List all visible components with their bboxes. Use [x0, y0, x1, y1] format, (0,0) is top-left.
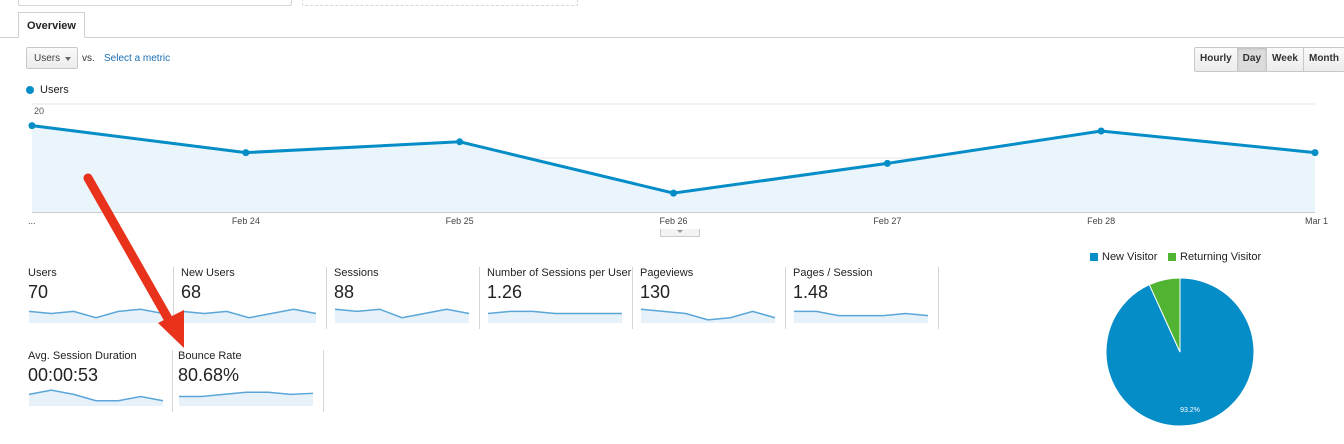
legend-square-icon — [1090, 253, 1098, 261]
period-day-button[interactable]: Day — [1237, 48, 1268, 71]
metric-label: Pageviews — [640, 267, 694, 279]
metric-tile[interactable]: Number of Sessions per User 1.26 — [487, 267, 633, 329]
metric-value: 00:00:53 — [28, 365, 99, 385]
period-week-button[interactable]: Week — [1267, 48, 1304, 71]
pie-slice[interactable] — [1148, 277, 1181, 353]
pie-legend-new-label: New Visitor — [1102, 251, 1158, 263]
data-point[interactable] — [1097, 127, 1105, 135]
sparkline-area — [794, 311, 928, 323]
period-selector: Hourly Day Week Month — [1194, 47, 1344, 72]
metric-sparkline — [181, 308, 317, 323]
metric-label: Bounce Rate — [178, 350, 242, 362]
segment-box-left[interactable] — [18, 0, 292, 6]
data-point[interactable] — [883, 159, 891, 167]
metric-value: 1.48 — [793, 282, 829, 302]
metric-value: 68 — [181, 282, 202, 302]
metric-label: Sessions — [334, 267, 379, 279]
sparkline-line — [181, 308, 317, 319]
metric-value: 70 — [28, 282, 49, 302]
metric-tile[interactable]: Bounce Rate 80.68% — [178, 350, 324, 412]
chart-resize-handle[interactable] — [660, 229, 700, 237]
sparkline-line — [640, 308, 776, 321]
period-month-button[interactable]: Month — [1303, 48, 1344, 71]
metric-sparkline — [334, 308, 470, 323]
x-tick-label: Feb 27 — [873, 216, 901, 226]
metric-value: 88 — [334, 282, 355, 302]
x-tick-label: Feb 25 — [446, 216, 474, 226]
y-tick-label: 20 — [34, 106, 44, 116]
x-tick-label: Feb 24 — [232, 216, 260, 226]
metric-tile[interactable]: Avg. Session Duration 00:00:53 — [28, 350, 173, 412]
sparkline-line — [28, 389, 164, 402]
data-point[interactable] — [456, 138, 464, 146]
sparkline-area — [29, 390, 163, 406]
pie-slice-label: 93.2% — [1180, 407, 1200, 414]
data-point[interactable] — [670, 189, 677, 197]
metric-tile[interactable]: Users 70 — [28, 267, 174, 329]
metric-tile[interactable]: Pages / Session 1.48 — [793, 267, 939, 329]
metric-label: Users — [28, 267, 57, 279]
metric-value: 1.26 — [487, 282, 523, 302]
chevron-down-icon — [65, 57, 71, 61]
x-tick-label: ... — [28, 216, 36, 226]
metric-label: Number of Sessions per User — [487, 267, 632, 279]
segment-box-right[interactable] — [302, 0, 578, 6]
pie-legend-returning-label: Returning Visitor — [1180, 251, 1262, 263]
sparkline-line — [487, 310, 622, 315]
metric-tile[interactable]: New Users 68 — [181, 267, 327, 329]
metric-label: Pages / Session — [793, 267, 873, 279]
metric-dropdown-value: Users — [34, 53, 61, 64]
visitor-pie-chart: 93.2% — [1105, 277, 1255, 427]
tab-bar — [0, 37, 1344, 38]
metric-sparkline — [179, 391, 314, 406]
legend-dot-icon — [26, 86, 34, 94]
legend-square-icon — [1168, 253, 1176, 261]
sparkline-line — [179, 391, 314, 398]
metric-value: 130 — [640, 282, 671, 302]
data-point[interactable] — [242, 149, 250, 157]
x-tick-label: Mar 1 — [1305, 216, 1328, 226]
series-area — [32, 125, 1315, 212]
metric-sparkline — [640, 308, 776, 323]
sparkline-area — [335, 309, 469, 323]
metric-dropdown[interactable]: Users — [26, 47, 78, 69]
metric-sparkline — [28, 308, 164, 323]
period-hourly-button[interactable]: Hourly — [1195, 48, 1238, 71]
chart-legend-label: Users — [40, 84, 69, 96]
metric-value: 80.68% — [178, 365, 240, 385]
metric-tile[interactable]: Pageviews 130 — [640, 267, 786, 329]
vs-label: vs. — [82, 53, 95, 64]
data-point[interactable] — [1311, 149, 1319, 157]
metric-sparkline — [794, 310, 929, 323]
metric-label: New Users — [181, 267, 235, 279]
x-tick-label: Feb 28 — [1087, 216, 1115, 226]
sparkline-line — [794, 310, 929, 317]
select-metric-link[interactable]: Select a metric — [104, 53, 171, 64]
metric-sparkline — [28, 389, 164, 406]
metric-sparkline — [487, 310, 622, 323]
pie-legend-returning: Returning Visitor — [1168, 251, 1261, 263]
pie-legend-new: New Visitor — [1090, 251, 1157, 263]
x-tick-label: Feb 26 — [659, 216, 687, 226]
data-point[interactable] — [28, 122, 36, 130]
metric-label: Avg. Session Duration — [28, 350, 137, 362]
sparkline-area — [182, 309, 316, 323]
chevron-down-icon — [677, 230, 683, 233]
sparkline-area — [488, 311, 622, 323]
sparkline-area — [29, 309, 163, 323]
sparkline-line — [334, 308, 470, 319]
metric-tile[interactable]: Sessions 88 — [334, 267, 480, 329]
tab-overview[interactable]: Overview — [18, 12, 85, 38]
